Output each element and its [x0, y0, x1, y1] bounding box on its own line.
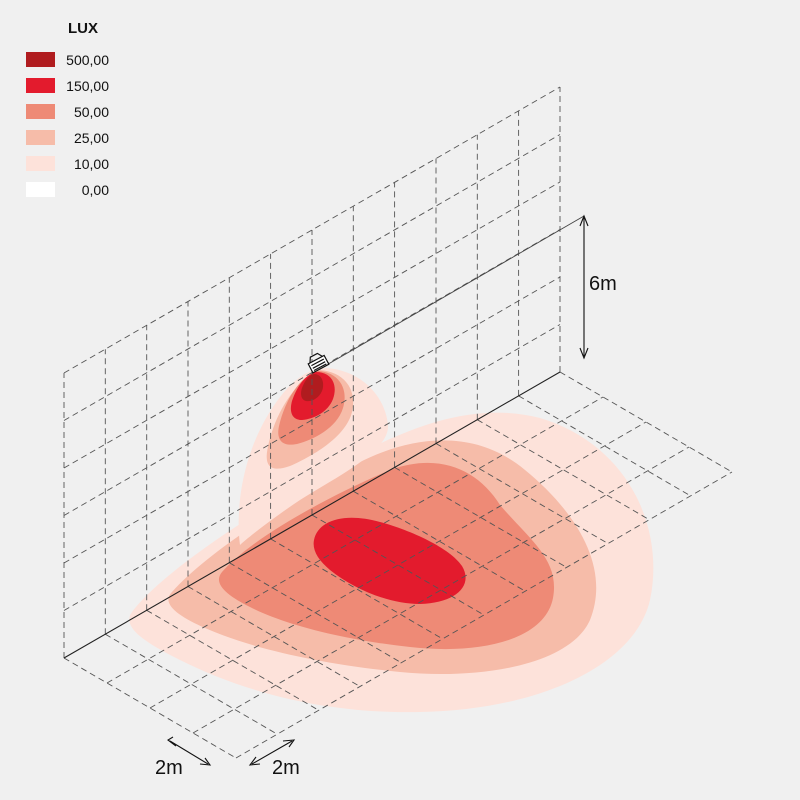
- legend-swatch: [26, 130, 55, 145]
- legend-value: 10,00: [73, 156, 109, 172]
- legend-item: 50,00: [26, 104, 146, 120]
- wall-grid-horizontal-line: [63, 276, 561, 564]
- legend-title: LUX: [68, 20, 98, 37]
- floor-grid-width-line: [235, 471, 733, 759]
- legend-value: 500,00: [66, 52, 109, 68]
- legend-item: 500,00: [26, 52, 146, 68]
- grid-x-dimension-label: 2m: [155, 757, 183, 779]
- floor-grid-depth-line: [559, 371, 733, 473]
- floor-grid-depth-line: [105, 633, 278, 735]
- legend-value: 150,00: [66, 78, 109, 94]
- floor-grid-depth-line: [518, 395, 691, 497]
- floor-grid-depth-line: [270, 538, 443, 640]
- floor-grid-width-line: [106, 396, 604, 684]
- height-dimension: [579, 214, 589, 360]
- legend-swatch: [26, 182, 55, 197]
- floor-grid-depth-line: [435, 443, 609, 544]
- floor-grid-depth-line: [229, 562, 402, 664]
- floor-grid-depth-line: [311, 514, 485, 616]
- legend-swatch: [26, 156, 55, 171]
- floor-grid-depth-line: [353, 490, 526, 592]
- wall-grid-horizontal-line: [63, 324, 561, 611]
- legend-item: 10,00: [26, 156, 146, 172]
- grid-y-dimension-label: 2m: [272, 757, 300, 779]
- legend-value: 50,00: [73, 104, 109, 120]
- grid-x-dimension: [167, 736, 212, 766]
- wall-floor-edge: [63, 371, 561, 659]
- floor-grid: [63, 371, 733, 759]
- legend-swatch: [26, 78, 55, 93]
- wall-grid-horizontal-line: [63, 229, 561, 516]
- floor-grid-depth-line: [394, 467, 567, 568]
- legend-item: 0,00: [26, 182, 146, 198]
- wall-contour-500-lux: [301, 374, 324, 402]
- grid-y-dimension: [248, 739, 296, 766]
- legend-swatch: [26, 52, 55, 67]
- floodlight-fixture-icon: [307, 352, 330, 374]
- legend-item: 150,00: [26, 78, 146, 94]
- floor-grid-depth-line: [146, 609, 319, 711]
- wall-isolux-contours: [238, 368, 389, 545]
- wall-grid-horizontal-line: [63, 181, 561, 469]
- floor-grid-depth-line: [187, 586, 361, 687]
- legend-value: 25,00: [73, 130, 109, 146]
- wall-grid-horizontal-line: [63, 86, 561, 374]
- floor-grid-width-line: [192, 446, 690, 734]
- floor-grid-depth-line: [63, 657, 237, 759]
- height-dimension-label: 6m: [589, 273, 617, 295]
- floor-grid-depth-line: [477, 419, 650, 521]
- floor-grid-width-line: [149, 421, 647, 709]
- legend-value: 0,00: [81, 182, 109, 198]
- legend-item: 25,00: [26, 130, 146, 146]
- wall-grid-horizontal-line: [63, 134, 561, 421]
- mounting-height-line: [317, 215, 585, 371]
- legend-swatch: [26, 104, 55, 119]
